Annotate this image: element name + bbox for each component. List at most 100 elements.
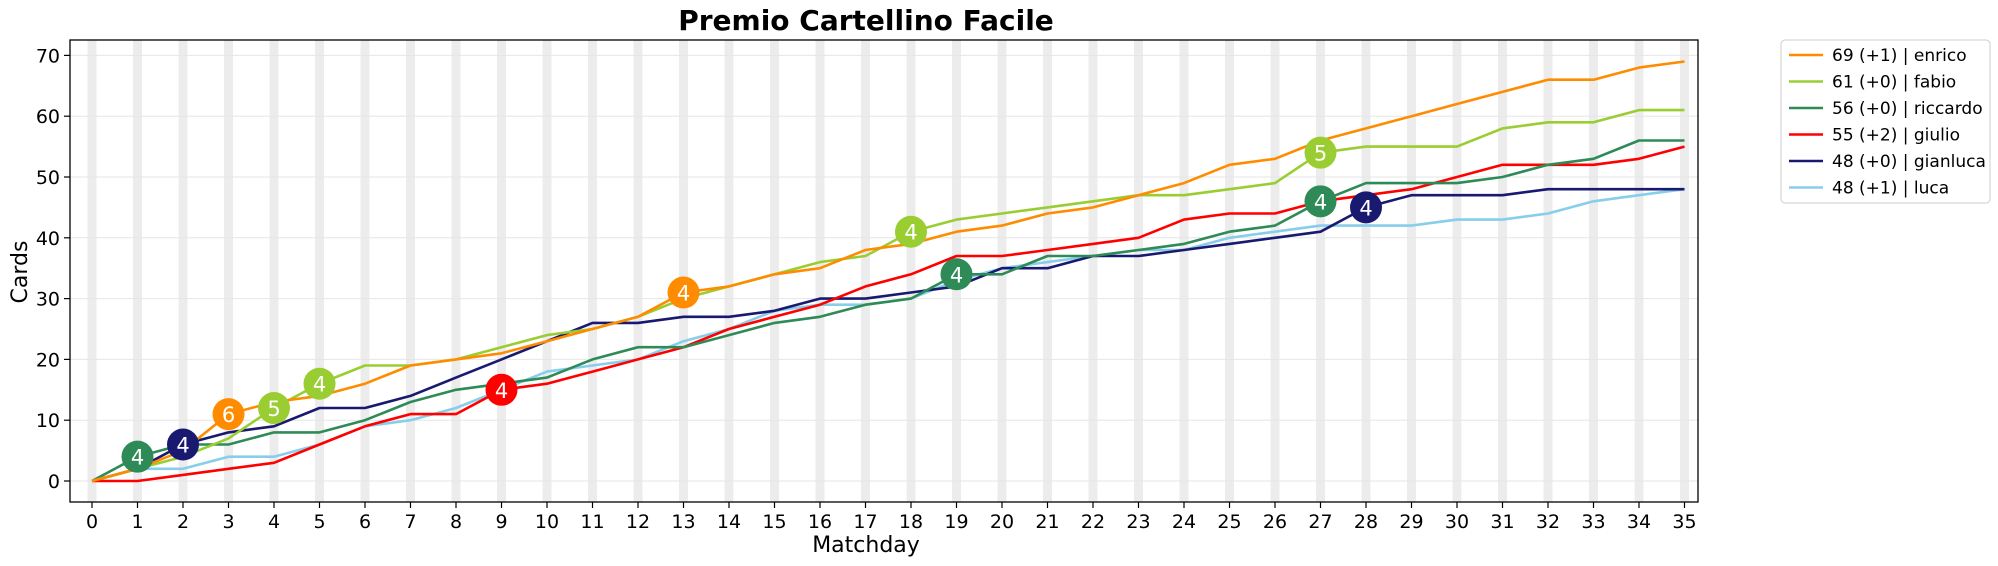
marker-circle [212,398,245,431]
y-tick-label: 50 [36,167,60,189]
legend-label: 55 (+2) | giulio [1832,126,1960,146]
marker-circle [167,428,199,461]
grid-lines [70,54,1698,482]
x-tick-label: 30 [1445,511,1469,533]
marker-riccardo: 4 [121,440,154,473]
x-tick-label: 18 [899,511,923,533]
marker-circle [1304,136,1337,169]
marker-label: 4 [313,373,326,397]
marker-circle [1304,185,1337,218]
legend-item-enrico: 69 (+1) | enrico [1789,46,1967,66]
marker-label: 4 [1359,196,1372,220]
x-tick-label: 3 [222,511,234,533]
series-markers: 6 4 5 4 4 5 4 4 4 4 4 4 [121,136,1382,473]
plot-frame [69,39,1699,503]
legend-label: 48 (+1) | luca [1832,179,1949,199]
marker-circle [303,367,336,400]
marker-circle [485,373,518,406]
marker-enrico: 6 [212,398,245,431]
marker-enrico: 4 [667,276,700,309]
y-axis-ticks: 0 10 20 30 40 50 60 70 [36,45,70,493]
x-tick-label: 19 [944,511,968,533]
x-tick-label: 11 [580,511,604,533]
x-tick-label: 24 [1172,511,1196,533]
x-tick-label: 0 [86,511,98,533]
x-tick-label: 35 [1672,511,1696,533]
x-tick-label: 25 [1217,511,1241,533]
y-tick-label: 30 [36,289,60,311]
x-tick-label: 23 [1126,511,1150,533]
legend-label: 56 (+0) | riccardo [1832,99,1983,119]
x-tick-label: 2 [177,511,189,533]
legend-label: 48 (+0) | gianluca [1832,152,1986,172]
marker-fabio: 4 [895,215,927,248]
marker-gianluca: 4 [1350,191,1382,224]
x-tick-label: 26 [1263,511,1287,533]
marker-gianluca: 4 [167,428,199,461]
marker-fabio: 5 [258,392,290,425]
y-tick-label: 70 [36,45,60,67]
x-tick-label: 13 [671,511,695,533]
marker-riccardo: 4 [1304,185,1337,218]
x-tick-label: 29 [1399,511,1423,533]
x-axis-title: Matchday [812,533,920,558]
series-line-giulio [92,145,1685,483]
x-tick-label: 10 [535,511,559,533]
y-tick-label: 60 [36,106,60,128]
x-tick-label: 22 [1081,511,1105,533]
x-tick-label: 7 [404,511,416,533]
marker-circle [667,276,700,309]
x-tick-label: 17 [853,511,877,533]
y-tick-label: 10 [36,410,60,432]
legend-item-giulio: 55 (+2) | giulio [1789,126,1960,146]
series-lines [91,60,1685,483]
marker-fabio: 4 [303,367,336,400]
x-tick-label: 33 [1581,511,1605,533]
x-axis-ticks: 0 1 2 3 4 5 6 7 8 9 10 11 12 13 14 15 16 17 18 19 20 21 22 23 24… [86,502,1697,533]
y-tick-label: 40 [36,228,60,250]
x-tick-label: 1 [131,511,143,533]
x-tick-label: 27 [1308,511,1332,533]
marker-label: 4 [1314,190,1327,214]
x-tick-label: 5 [313,511,325,533]
marker-circle [940,258,973,291]
marker-label: 5 [267,397,280,421]
y-tick-label: 20 [36,349,60,371]
marker-circle [895,215,927,248]
legend-label: 61 (+0) | fabio [1832,73,1956,93]
x-tick-label: 12 [626,511,650,533]
x-tick-label: 8 [450,511,462,533]
x-tick-label: 4 [268,511,280,533]
legend-item-gianluca: 48 (+0) | gianluca [1789,152,1986,172]
legend-item-riccardo: 56 (+0) | riccardo [1789,99,1983,119]
x-tick-label: 9 [495,511,507,533]
x-tick-label: 14 [717,511,741,533]
marker-label: 4 [495,379,508,403]
legend-box [1780,39,1991,204]
chart-title: Premio Cartellino Facile [678,4,1054,37]
marker-label: 5 [1314,142,1327,166]
y-axis-title: Cards [8,241,33,304]
x-tick-label: 6 [359,511,371,533]
marker-label: 6 [222,403,235,427]
series-line-gianluca [91,187,1685,483]
series-line-fabio [91,108,1685,483]
x-tick-label: 20 [990,511,1014,533]
marker-fabio: 5 [1304,136,1337,169]
x-tick-label: 34 [1627,511,1651,533]
marker-label: 4 [950,263,963,287]
x-tick-label: 32 [1536,511,1560,533]
legend-item-luca: 48 (+1) | luca [1789,179,1949,199]
x-tick-label: 15 [762,511,786,533]
marker-label: 4 [176,434,189,458]
marker-label: 4 [131,446,144,470]
marker-circle [1350,191,1382,224]
x-tick-label: 28 [1354,511,1378,533]
marker-label: 4 [904,221,917,245]
legend-item-fabio: 61 (+0) | fabio [1789,73,1956,93]
marker-circle [258,392,290,425]
legend: 69 (+1) | enrico 61 (+0) | fabio 56 (+0) |… [1780,39,1991,204]
x-tick-label: 21 [1035,511,1059,533]
series-line-riccardo [91,139,1685,483]
